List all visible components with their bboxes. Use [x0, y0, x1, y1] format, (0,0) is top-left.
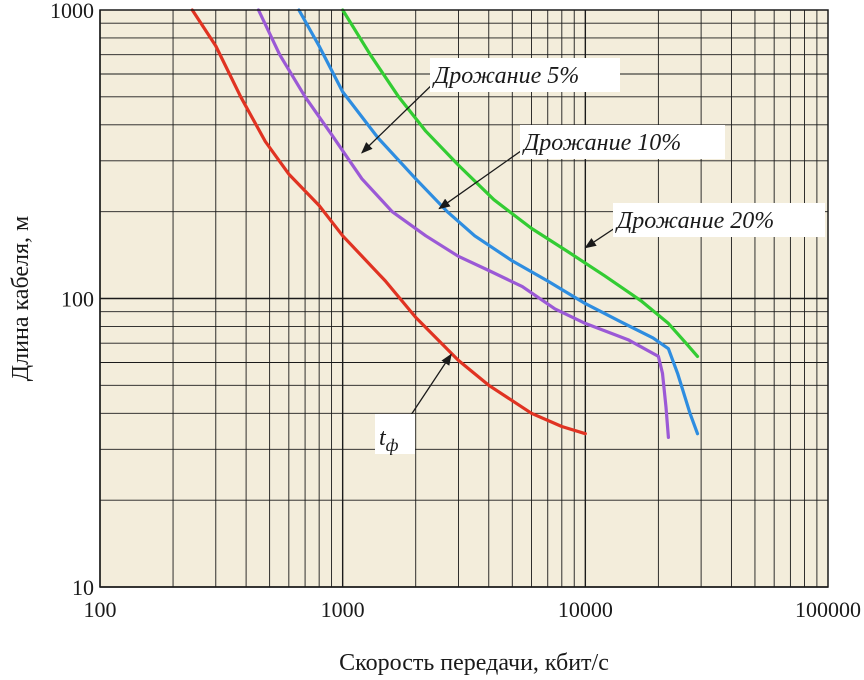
- x-tick-label: 100: [84, 597, 117, 622]
- annotation-arrow: [438, 145, 529, 210]
- series-line-4: [190, 8, 587, 436]
- annotation-arrow: [408, 353, 452, 419]
- plot-frame: [99, 9, 829, 588]
- y-axis-label: Длина кабеля, м: [8, 216, 34, 381]
- x-tick-label: 100000: [795, 597, 861, 622]
- annotation-box: [613, 203, 825, 237]
- grid: [99, 10, 828, 588]
- series-layer: [190, 8, 700, 439]
- x-tick-label: 1000: [321, 597, 365, 622]
- x-axis-label: Скорость передачи, кбит/с: [339, 650, 609, 676]
- annotation-box: [430, 58, 620, 92]
- y-tick-label: 10: [72, 575, 94, 600]
- x-tick-label: 10000: [558, 597, 613, 622]
- series-line-1: [256, 8, 670, 439]
- annotation-box: [375, 414, 415, 454]
- annotation-subscript: ф: [386, 435, 399, 455]
- series-line-2: [297, 8, 700, 436]
- annotation-arrow: [361, 78, 439, 154]
- annotations: Дрожание 5%Дрожание 10%Дрожание 20%tф: [361, 58, 825, 455]
- annotation-label: Дрожание 10%: [522, 130, 681, 156]
- y-tick-label: 100: [61, 287, 94, 312]
- annotation-box: [520, 125, 725, 159]
- series-line-3: [341, 8, 700, 358]
- y-tick-label: 1000: [50, 0, 94, 23]
- annotation-label: Дрожание 20%: [615, 208, 774, 234]
- annotation-label: Дрожание 5%: [432, 63, 579, 89]
